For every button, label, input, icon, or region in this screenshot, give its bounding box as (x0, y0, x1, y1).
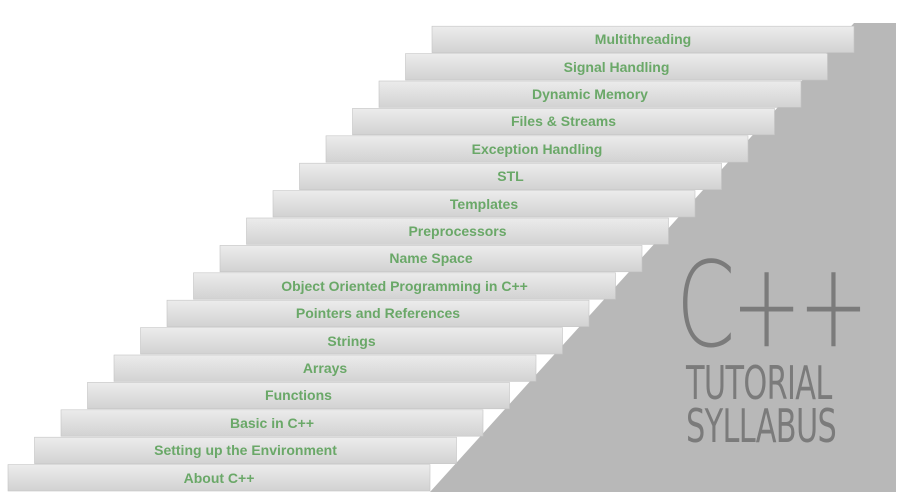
step-block (431, 25, 855, 53)
step-block (87, 382, 510, 410)
step-block (34, 436, 457, 464)
brand-subtitle-line1: TUTORIAL (686, 356, 832, 410)
step-block (166, 299, 590, 327)
step-block (113, 354, 537, 382)
step-block (7, 464, 431, 492)
step-block (405, 53, 828, 81)
step-block (325, 135, 749, 163)
staircase-steps (7, 25, 855, 492)
step-block (140, 327, 563, 355)
brand-title: C++ (676, 236, 869, 374)
step-block (378, 80, 802, 108)
step-block (193, 272, 616, 300)
step-block (246, 217, 669, 245)
staircase-wall (430, 23, 896, 492)
step-block (272, 190, 696, 218)
step-block (352, 108, 775, 136)
step-block (299, 162, 722, 190)
step-block (219, 245, 643, 273)
brand-subtitle-line2: SYLLABUS (686, 399, 837, 453)
step-block (60, 409, 484, 437)
